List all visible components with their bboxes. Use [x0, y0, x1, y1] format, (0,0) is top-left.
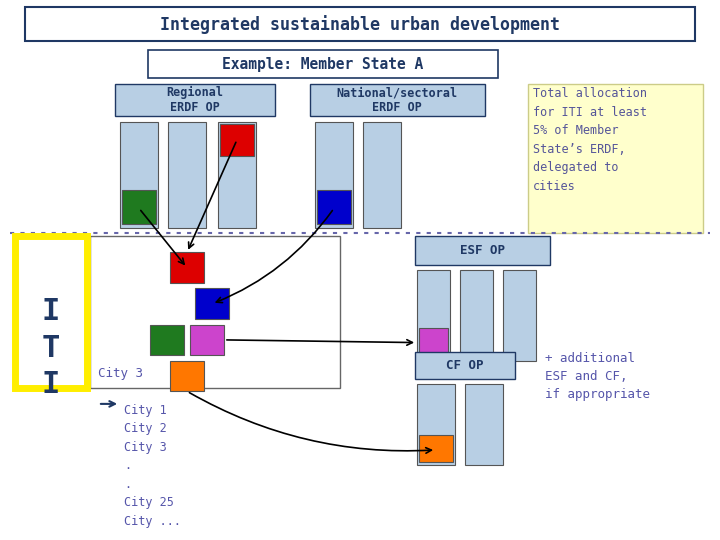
Bar: [415, 352, 515, 379]
Bar: [503, 271, 536, 361]
Bar: [190, 325, 224, 355]
Bar: [148, 50, 498, 78]
Text: Regional
ERDF OP: Regional ERDF OP: [166, 86, 223, 114]
Text: National/sectoral
ERDF OP: National/sectoral ERDF OP: [336, 86, 458, 114]
Bar: [15, 236, 87, 388]
Bar: [317, 190, 351, 225]
Bar: [220, 124, 254, 156]
Text: ESF OP: ESF OP: [459, 244, 505, 257]
Bar: [417, 271, 450, 361]
Bar: [315, 122, 353, 228]
Text: CF OP: CF OP: [446, 359, 484, 372]
Text: I: I: [42, 369, 60, 399]
Bar: [419, 328, 448, 357]
Text: City 3: City 3: [98, 367, 143, 381]
Bar: [150, 325, 184, 355]
Bar: [415, 236, 550, 265]
Bar: [460, 271, 493, 361]
Text: City 1
City 2
City 3
.
.
City 25
City ...: City 1 City 2 City 3 . . City 25 City ..…: [124, 404, 181, 528]
Bar: [310, 84, 485, 116]
Bar: [120, 122, 158, 228]
Text: T: T: [42, 334, 60, 362]
Bar: [363, 122, 401, 228]
Bar: [218, 122, 256, 228]
Bar: [122, 190, 156, 225]
Bar: [465, 384, 503, 465]
Bar: [195, 288, 229, 319]
Bar: [170, 252, 204, 283]
Text: Example: Member State A: Example: Member State A: [222, 57, 423, 71]
Bar: [170, 361, 204, 392]
Text: I: I: [42, 298, 60, 327]
Text: Integrated sustainable urban development: Integrated sustainable urban development: [160, 15, 560, 34]
Bar: [528, 84, 703, 233]
Text: + additional
ESF and CF,
if appropriate: + additional ESF and CF, if appropriate: [545, 352, 650, 401]
Bar: [419, 435, 453, 462]
Bar: [115, 84, 275, 116]
Bar: [417, 384, 455, 465]
Bar: [168, 122, 206, 228]
Bar: [25, 7, 695, 42]
Text: Total allocation
for ITI at least
5% of Member
State’s ERDF,
delegated to
cities: Total allocation for ITI at least 5% of …: [533, 87, 647, 193]
Bar: [90, 236, 340, 388]
